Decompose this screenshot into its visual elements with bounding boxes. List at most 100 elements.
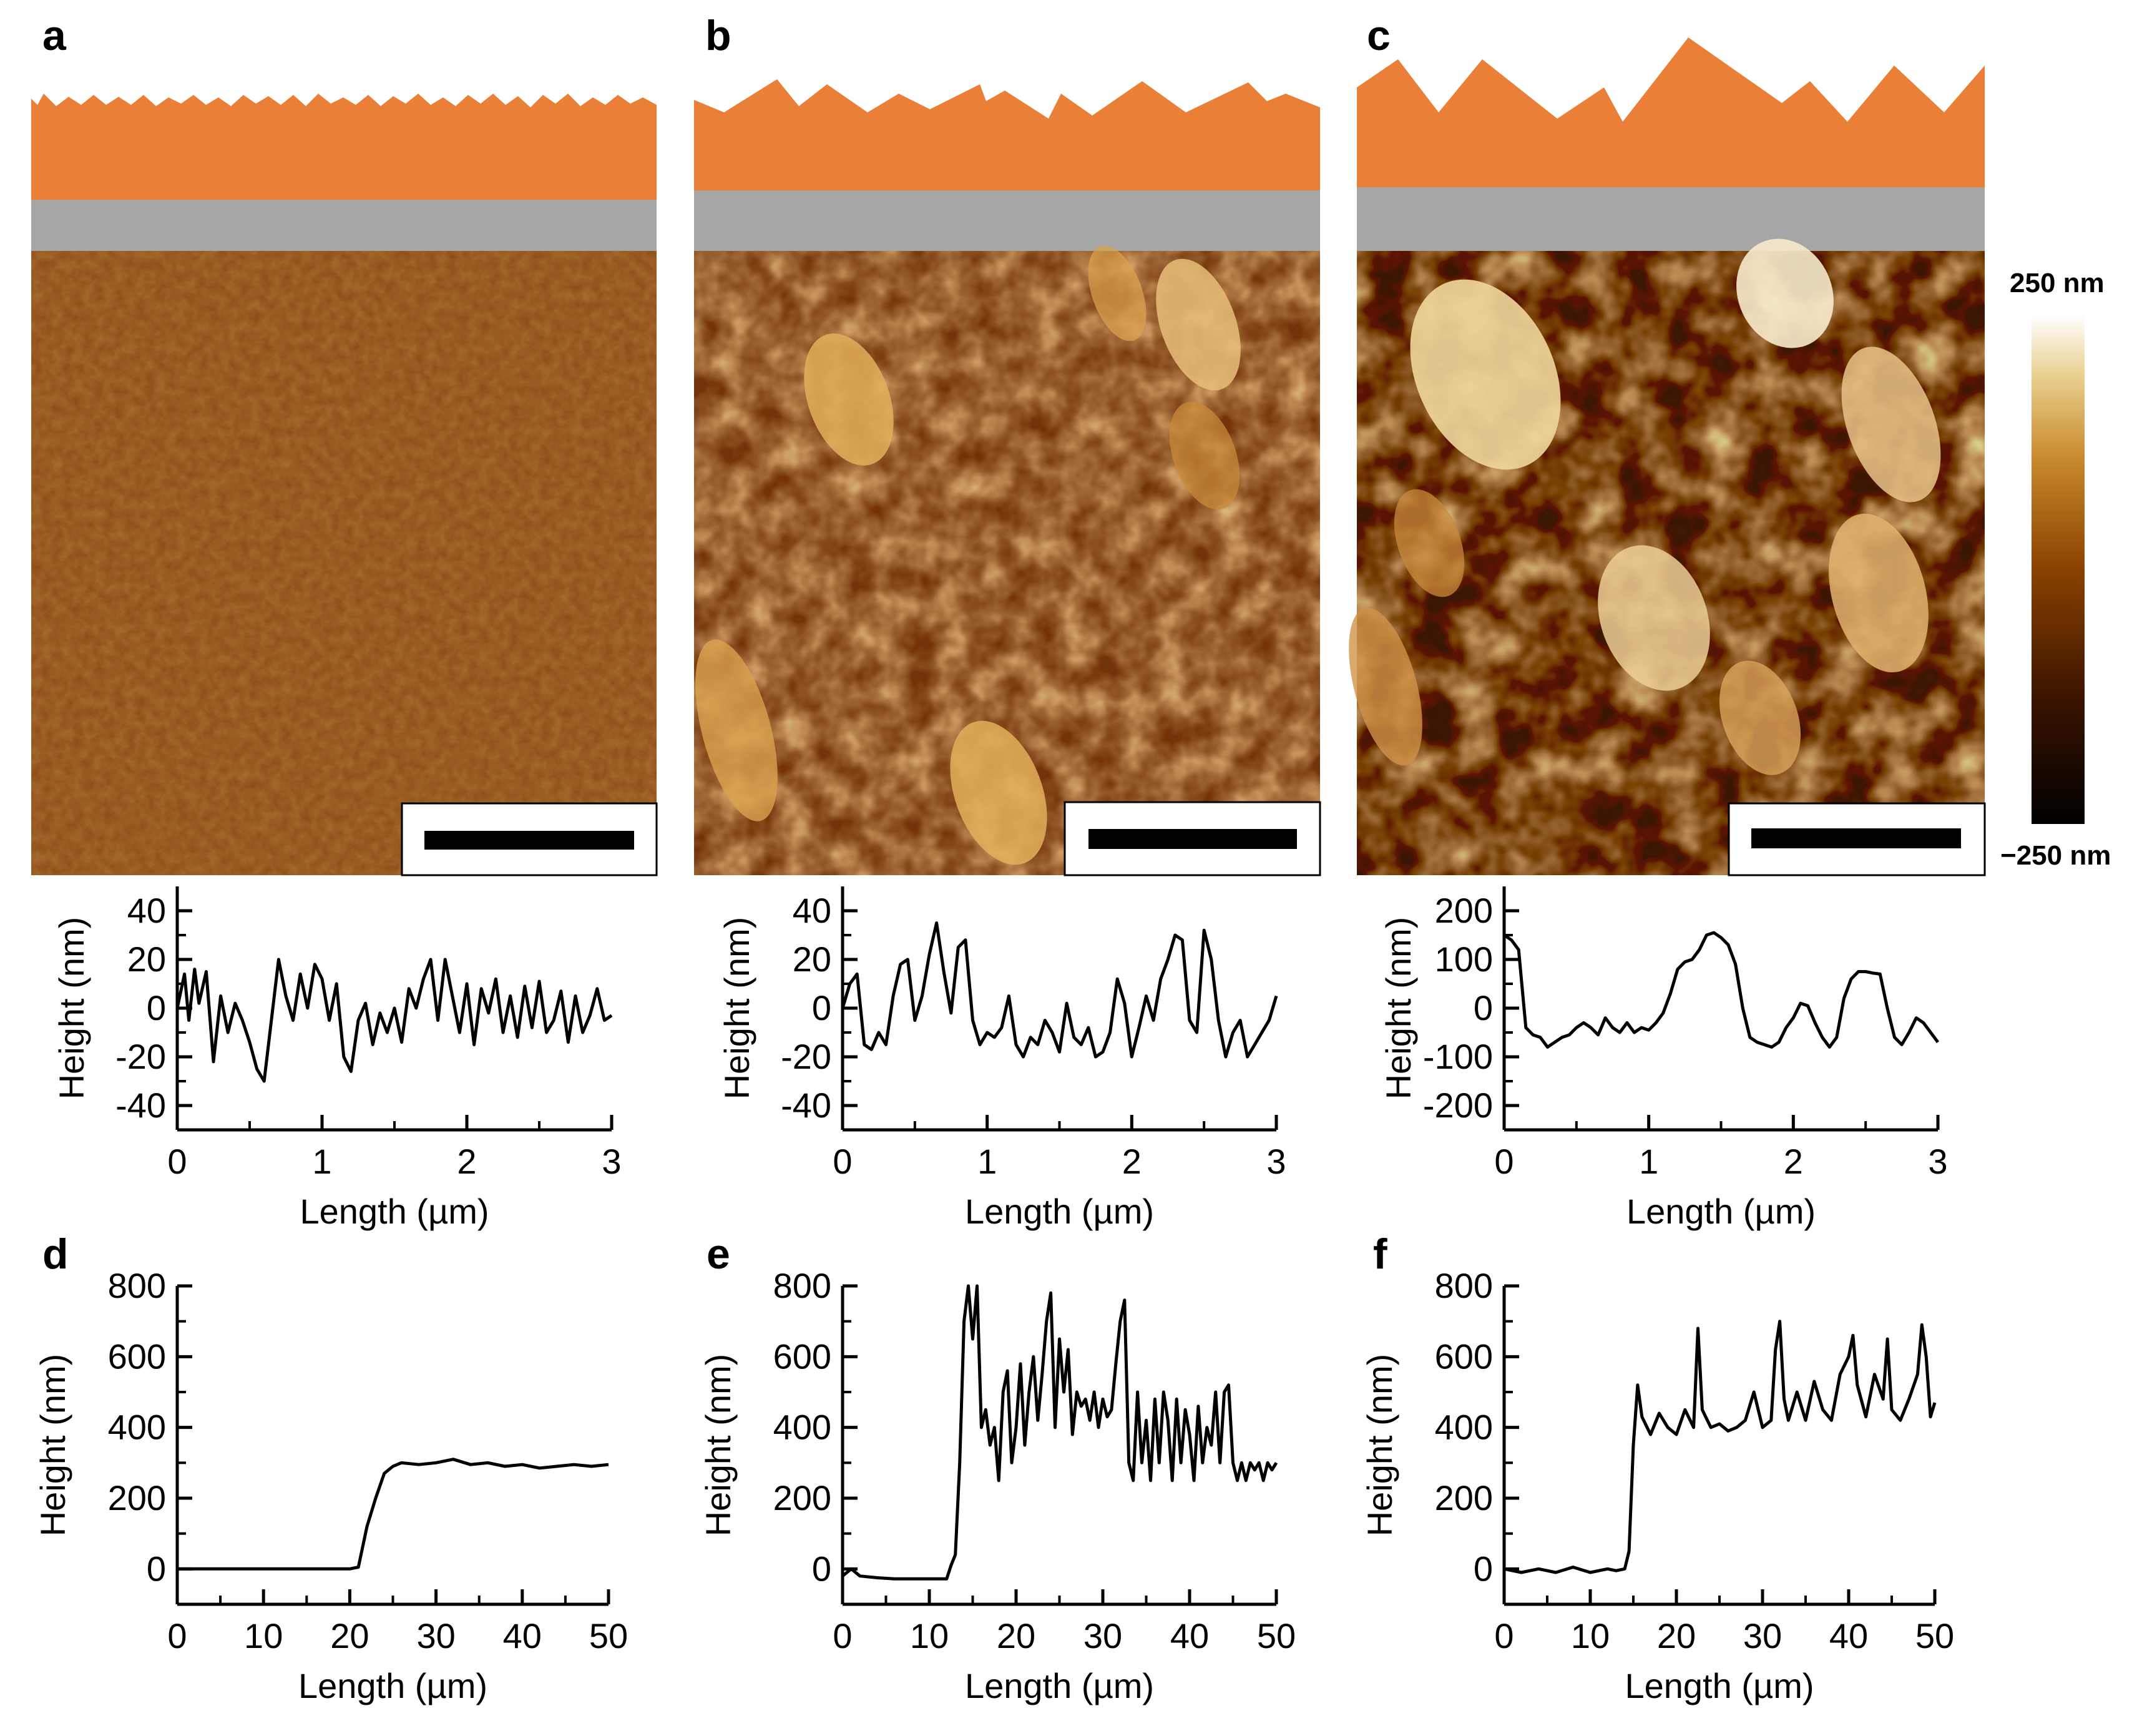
y-tick-label: 400 xyxy=(108,1408,166,1447)
y-tick-label: 0 xyxy=(1474,988,1493,1027)
x-axis-label: Length (µm) xyxy=(1625,1666,1814,1705)
series-line xyxy=(175,958,613,1083)
y-tick-label: -200 xyxy=(1423,1086,1493,1125)
chart-d: 0 10 20 30 40 50 800 600 400 200 0 Length (µm) Heigh… xyxy=(33,1266,628,1705)
y-tick-label: 0 xyxy=(812,1549,831,1588)
y-tick-label: 400 xyxy=(773,1408,831,1447)
y-tick-label: 600 xyxy=(1435,1336,1493,1376)
afm-image-c xyxy=(1349,238,1985,875)
y-axis-label: Height (nm) xyxy=(698,1354,738,1537)
x-tick-label: 2 xyxy=(1784,1142,1803,1181)
x-tick-label: 3 xyxy=(1928,1142,1947,1181)
surface-layer-icon xyxy=(31,94,657,251)
afm-image-b xyxy=(694,245,1320,875)
chart-e: 0 10 20 30 40 50 800 600 400 200 0 Length (µm) Heigh… xyxy=(698,1266,1296,1705)
surface-layer-icon xyxy=(694,79,1320,251)
x-axis-label: Length (µm) xyxy=(298,1666,487,1705)
y-axis-label: Height (nm) xyxy=(1379,917,1418,1100)
x-tick-label: 20 xyxy=(1657,1616,1696,1655)
y-tick-label: -100 xyxy=(1423,1037,1493,1076)
chart-f: 0 10 20 30 40 50 800 600 400 200 0 Length (µm) Heigh… xyxy=(1360,1266,1954,1705)
panel-letter-d: d xyxy=(42,1230,69,1278)
y-tick-label: 400 xyxy=(1435,1408,1493,1447)
chart-c: 0 1 2 3 200 100 0 -100 -200 Length (µm) Height (nm… xyxy=(1379,886,1948,1231)
y-tick-label: 100 xyxy=(1435,939,1493,979)
y-tick-label: 200 xyxy=(108,1478,166,1518)
x-tick-label: 1 xyxy=(977,1142,997,1181)
y-tick-label: -20 xyxy=(781,1037,831,1076)
panel-letter-b: b xyxy=(705,12,731,59)
series-line xyxy=(177,1458,609,1571)
y-axis-label: Height (nm) xyxy=(1360,1354,1399,1537)
x-axis-label: Length (µm) xyxy=(300,1192,489,1231)
x-tick-label: 2 xyxy=(457,1142,476,1181)
x-tick-label: 30 xyxy=(1083,1616,1122,1655)
series-line xyxy=(841,1284,1278,1581)
y-tick-label: 40 xyxy=(127,891,166,930)
chart-b: 0 1 2 3 40 20 0 -20 -40 Length (µm) Height (nm) xyxy=(717,886,1286,1231)
x-tick-label: 40 xyxy=(1170,1616,1209,1655)
scale-bar-icon xyxy=(1064,801,1321,876)
y-tick-label: -40 xyxy=(781,1086,831,1125)
x-axis-label: Length (µm) xyxy=(1626,1192,1816,1231)
y-tick-label: 0 xyxy=(1474,1549,1493,1588)
y-tick-label: 200 xyxy=(1435,1478,1493,1518)
y-axis-label: Height (nm) xyxy=(717,917,756,1100)
x-tick-label: 0 xyxy=(1494,1616,1514,1655)
x-tick-label: 50 xyxy=(1257,1616,1296,1655)
scale-bar-icon xyxy=(1728,802,1986,876)
y-tick-label: 0 xyxy=(812,988,831,1027)
x-tick-label: 20 xyxy=(997,1616,1035,1655)
y-tick-label: 800 xyxy=(773,1266,831,1305)
colorbar-min-label: −250 nm xyxy=(2000,840,2111,871)
x-tick-label: 0 xyxy=(833,1616,852,1655)
x-tick-label: 30 xyxy=(416,1616,455,1655)
panel-letter-f: f xyxy=(1373,1230,1387,1278)
colorbar-max-label: 250 nm xyxy=(2010,268,2105,298)
x-tick-label: 0 xyxy=(167,1616,187,1655)
x-tick-label: 1 xyxy=(1639,1142,1658,1181)
y-tick-label: -40 xyxy=(115,1086,166,1125)
x-tick-label: 10 xyxy=(244,1616,283,1655)
x-tick-label: 40 xyxy=(1829,1616,1868,1655)
surface-layer-icon xyxy=(1357,37,1985,251)
y-tick-label: 0 xyxy=(147,1549,166,1588)
chart-a: 0 1 2 3 40 20 0 -20 -40 Length (µm) Height (nm) xyxy=(52,886,622,1231)
y-tick-label: 0 xyxy=(147,988,166,1027)
x-tick-label: 3 xyxy=(1266,1142,1286,1181)
scale-bar-icon xyxy=(401,802,658,876)
x-tick-label: 50 xyxy=(589,1616,628,1655)
y-tick-label: 20 xyxy=(793,939,831,979)
series-line xyxy=(1504,1320,1937,1574)
y-tick-label: 200 xyxy=(773,1478,831,1518)
x-tick-label: 0 xyxy=(167,1142,187,1181)
y-axis-label: Height (nm) xyxy=(52,917,91,1100)
x-tick-label: 30 xyxy=(1743,1616,1782,1655)
y-tick-label: 800 xyxy=(108,1266,166,1305)
x-tick-label: 2 xyxy=(1122,1142,1142,1181)
y-tick-label: 40 xyxy=(793,891,831,930)
x-tick-label: 10 xyxy=(910,1616,949,1655)
afm-image-a xyxy=(31,251,657,875)
series-line xyxy=(841,921,1278,1059)
y-tick-label: 600 xyxy=(773,1336,831,1376)
y-tick-label: 600 xyxy=(108,1336,166,1376)
x-tick-label: 20 xyxy=(330,1616,369,1655)
x-tick-label: 40 xyxy=(503,1616,542,1655)
x-tick-label: 0 xyxy=(833,1142,852,1181)
x-tick-label: 1 xyxy=(312,1142,331,1181)
x-tick-label: 50 xyxy=(1915,1616,1954,1655)
y-axis-label: Height (nm) xyxy=(33,1354,72,1537)
y-tick-label: 20 xyxy=(127,939,166,979)
panel-letter-c: c xyxy=(1367,12,1391,59)
x-axis-label: Length (µm) xyxy=(965,1666,1154,1705)
panel-letter-e: e xyxy=(707,1230,730,1278)
x-tick-label: 10 xyxy=(1571,1616,1610,1655)
x-tick-label: 0 xyxy=(1494,1142,1514,1181)
x-axis-label: Length (µm) xyxy=(965,1192,1154,1231)
x-tick-label: 3 xyxy=(602,1142,621,1181)
panel-letter-a: a xyxy=(42,12,67,59)
colorbar: 250 nm −250 nm xyxy=(2000,268,2111,871)
y-tick-label: 800 xyxy=(1435,1266,1493,1305)
y-tick-label: -20 xyxy=(115,1037,166,1076)
